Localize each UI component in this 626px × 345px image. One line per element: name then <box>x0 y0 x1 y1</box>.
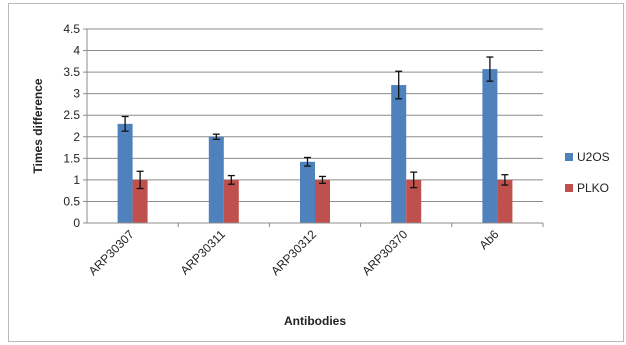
x-tick-label: ARP30311 <box>178 227 229 278</box>
y-tick-label: 3 <box>73 87 80 101</box>
x-axis-ticks: ARP30307 ARP30311 ARP30312 ARP30370 Ab6 <box>86 223 544 278</box>
bar-u2os-arp30307 <box>117 123 133 223</box>
legend: U2OS PLKO <box>565 150 610 195</box>
chart-frame <box>8 3 624 342</box>
y-tick-label: 1.5 <box>63 151 80 165</box>
y-axis-ticks: 0 0.5 1 1.5 2 2.5 3 3.5 4 4.5 <box>63 22 87 230</box>
x-tick-label: ARP30370 <box>359 227 410 278</box>
y-tick-label: 0 <box>73 216 80 230</box>
x-tick-label: ARP30312 <box>268 227 319 278</box>
bar-plko-arp30311 <box>223 179 239 223</box>
bar-plko-arp30370 <box>406 179 422 223</box>
bar-plko-ab6 <box>497 179 513 223</box>
y-tick-label: 1 <box>73 173 80 187</box>
x-axis-title: Antibodies <box>284 314 346 328</box>
bars <box>117 56 513 224</box>
bar-u2os-arp30370 <box>391 85 407 224</box>
y-axis-title: Times difference <box>31 78 45 173</box>
bar-plko-arp30312 <box>315 179 330 223</box>
y-tick-label: 3.5 <box>63 65 80 79</box>
y-tick-label: 4 <box>73 44 80 58</box>
y-tick-label: 2.5 <box>63 108 80 122</box>
x-tick-label: Ab6 <box>477 227 502 252</box>
y-tick-label: 2 <box>73 130 80 144</box>
legend-swatch-plko <box>565 184 573 192</box>
y-tick-label: 0.5 <box>63 194 80 208</box>
bar-u2os-ab6 <box>482 69 498 224</box>
x-tick-label: ARP30307 <box>86 227 137 278</box>
legend-label-plko: PLKO <box>577 181 609 195</box>
bar-u2os-arp30311 <box>208 136 224 223</box>
bar-u2os-arp30312 <box>300 161 315 223</box>
bar-plko-arp30307 <box>132 179 148 223</box>
legend-label-u2os: U2OS <box>577 150 610 164</box>
legend-swatch-u2os <box>565 153 573 161</box>
y-tick-label: 4.5 <box>63 22 80 36</box>
gridlines <box>87 28 543 202</box>
